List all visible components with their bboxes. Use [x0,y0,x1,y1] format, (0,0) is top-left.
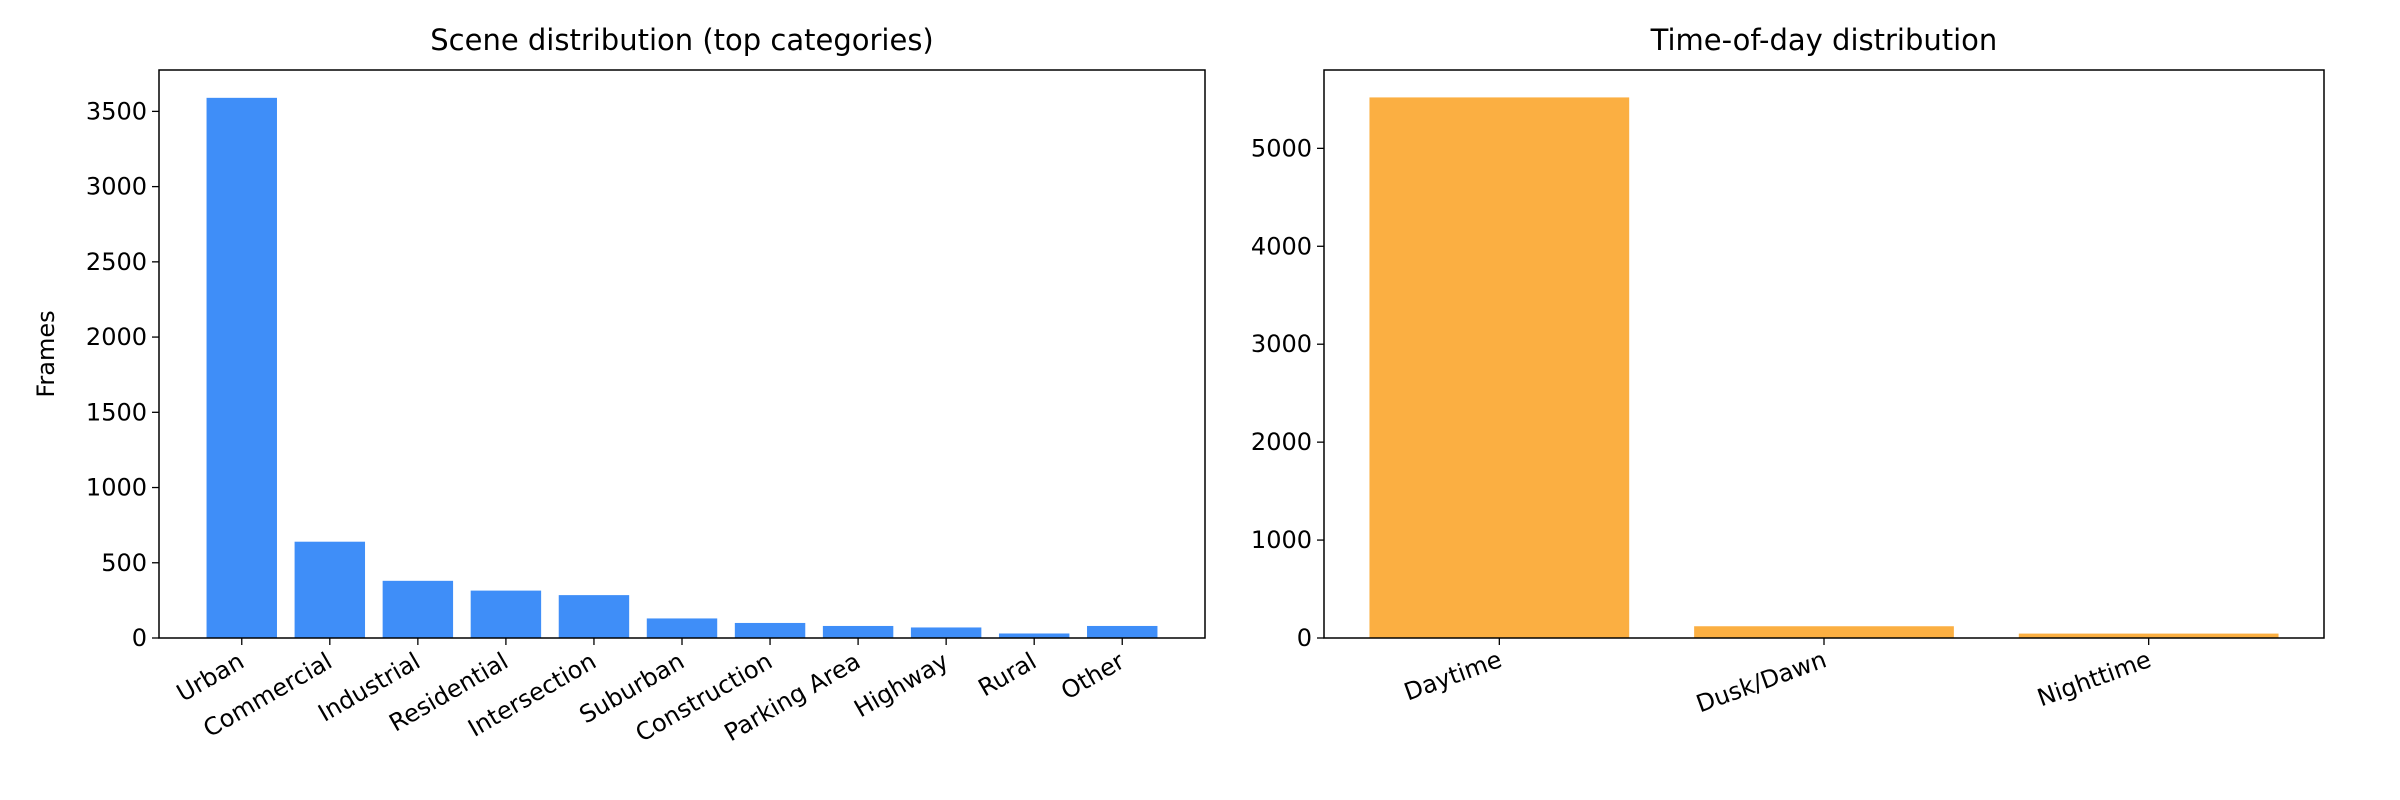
x-tick-label: Other [1056,647,1129,705]
bar [382,580,454,638]
y-tick-label: 0 [132,624,147,652]
axes-frame [158,69,1206,639]
x-tick-label: Rural [973,647,1041,702]
bar [646,618,718,638]
y-axis-label: Frames [32,310,60,397]
bar [998,633,1070,638]
bar [910,627,982,638]
y-tick-label: 2500 [86,248,147,276]
y-tick-label: 3500 [86,97,147,125]
y-tick-label: 4000 [1251,232,1312,260]
chart-title: Time-of-day distribution [1650,23,1998,57]
axes-frame [1323,69,2325,639]
bar [822,625,894,638]
bar [2018,633,2279,638]
bar [1694,626,1954,638]
y-tick-label: 3000 [86,173,147,201]
bar [558,595,630,638]
bar [1087,625,1158,638]
y-tick-label: 1000 [1251,526,1312,554]
bar [1369,97,1630,638]
y-tick-label: 2000 [1251,428,1312,456]
x-tick-label: Daytime [1400,645,1505,706]
y-tick-label: 1000 [86,474,147,502]
y-tick-label: 2000 [86,323,147,351]
bar [206,97,277,639]
x-tick-label: Highway [849,647,953,723]
y-tick-label: 1500 [86,398,147,426]
y-tick-label: 0 [1297,624,1312,652]
bar [470,590,542,638]
bar [294,541,366,638]
y-tick-label: 500 [101,549,147,577]
y-tick-label: 3000 [1251,330,1312,358]
bar [734,622,806,638]
x-tick-label: Nighttime [2034,645,2155,712]
y-tick-label: 5000 [1251,134,1312,162]
x-tick-label: Dusk/Dawn [1692,645,1830,718]
chart-title: Scene distribution (top categories) [430,23,934,57]
